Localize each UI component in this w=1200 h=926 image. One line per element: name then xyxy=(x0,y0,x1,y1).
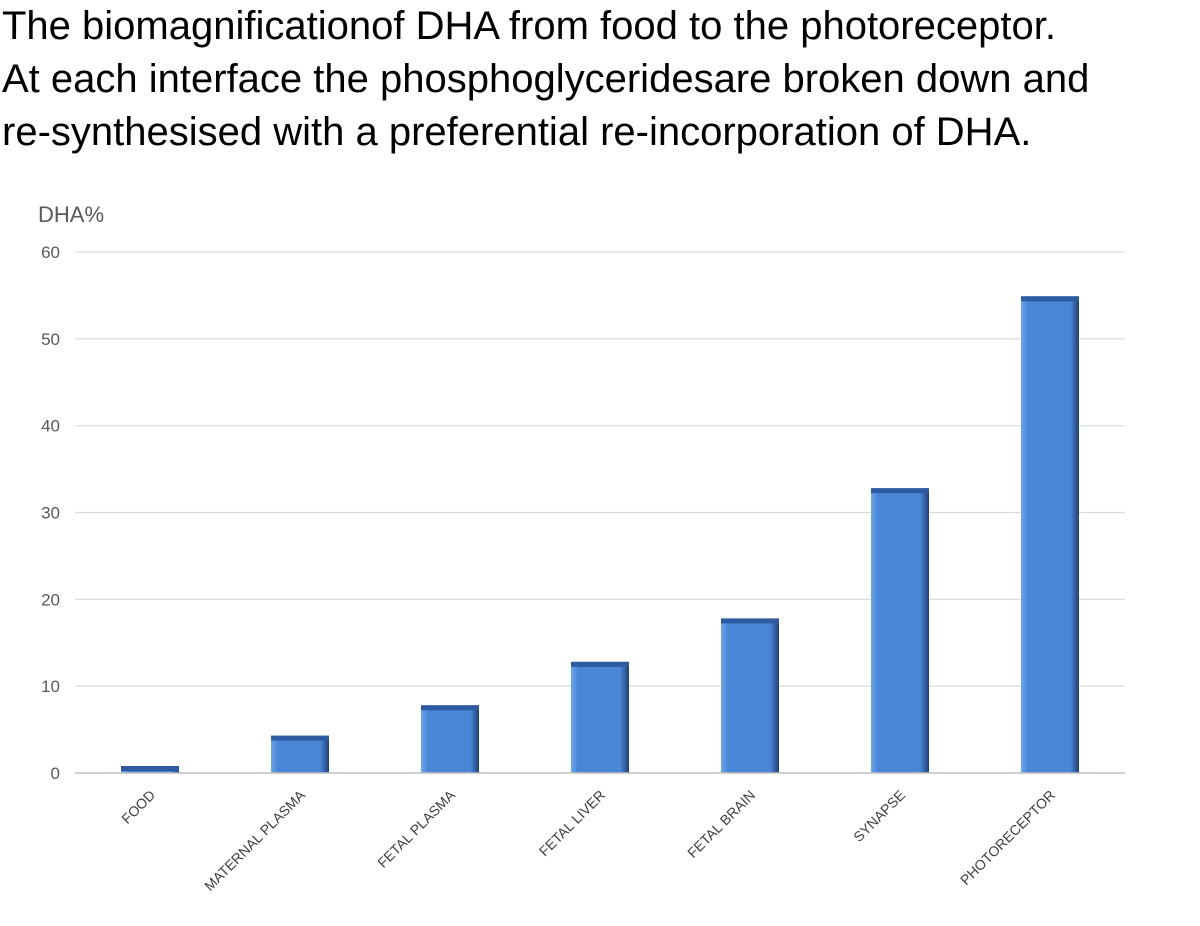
x-category-label: FOOD xyxy=(118,787,158,827)
bar-body xyxy=(1021,296,1079,773)
bar xyxy=(871,488,929,773)
bar-top-bevel xyxy=(721,618,779,624)
bar xyxy=(721,618,779,773)
y-tick-label: 50 xyxy=(41,330,60,349)
bar-top-bevel xyxy=(571,661,629,667)
caption-line-2: At each interface the phosphoglyceridesa… xyxy=(2,57,1090,101)
caption-line-1: The biomagnificationof DHA from food to … xyxy=(2,4,1056,48)
bars xyxy=(121,296,1079,773)
bar-top-bevel xyxy=(421,705,479,711)
x-category-label: FETAL LIVER xyxy=(536,787,608,859)
bar xyxy=(121,766,179,773)
bar-top-bevel xyxy=(121,766,179,772)
bar-body xyxy=(721,618,779,773)
bar xyxy=(1021,296,1079,773)
x-category-label: FETAL PLASMA xyxy=(374,786,458,870)
bar xyxy=(421,705,479,773)
bar-body xyxy=(271,735,329,773)
figure-caption: The biomagnificationof DHA from food to … xyxy=(2,0,1198,159)
y-tick-label: 20 xyxy=(41,590,60,609)
bar-body xyxy=(421,705,479,773)
x-category-label: FETAL BRAIN xyxy=(684,787,758,861)
bar-top-bevel xyxy=(271,735,329,741)
bar-body xyxy=(871,488,929,773)
bar-top-bevel xyxy=(871,488,929,494)
y-tick-label: 60 xyxy=(41,243,60,262)
y-tick-label: 10 xyxy=(41,677,60,696)
y-tick-label: 40 xyxy=(41,417,60,436)
bar-top-bevel xyxy=(1021,296,1079,302)
bar xyxy=(571,661,629,773)
y-tick-label: 0 xyxy=(51,764,60,783)
caption-line-3: re-synthesised with a preferential re-in… xyxy=(2,110,1032,154)
bar xyxy=(271,735,329,773)
y-axis-title: DHA% xyxy=(38,202,104,227)
x-category-label: MATERNAL PLASMA xyxy=(201,786,308,893)
y-axis-ticks: 0 10 20 30 40 50 60 xyxy=(41,243,60,783)
x-category-label: SYNAPSE xyxy=(850,787,908,845)
gridlines xyxy=(75,251,1125,687)
x-category-label: PHOTORECEPTOR xyxy=(957,787,1058,888)
y-tick-label: 30 xyxy=(41,504,60,523)
x-axis-labels: FOOD MATERNAL PLASMA FETAL PLASMA FETAL LIV… xyxy=(118,786,1058,894)
bar-body xyxy=(571,661,629,773)
